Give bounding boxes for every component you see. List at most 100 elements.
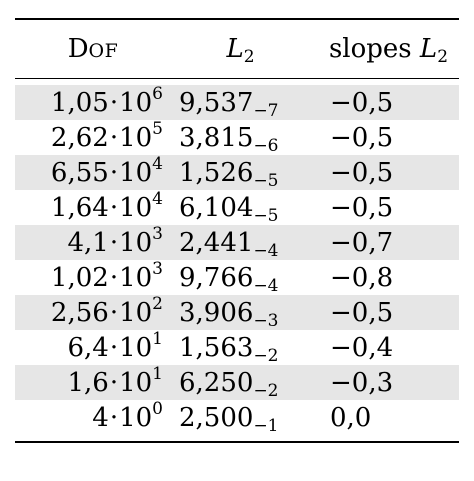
header-l2: L2 [163, 34, 318, 67]
header-rule [15, 78, 459, 79]
dof-exponent: 1 [152, 363, 163, 384]
dof-exponent: 4 [152, 188, 163, 209]
dof-base: 10 [119, 157, 153, 188]
dof-mantissa: 2,56 [50, 297, 109, 328]
table-row: 4·100 2,500−1 0,0 [15, 400, 459, 435]
results-table: DOF L2 slopes L2 1,05·106 9,537−7 −0,5 2,62… [15, 18, 459, 443]
times-dot: · [109, 87, 119, 118]
header-dof: DOF [15, 34, 163, 64]
cell-l2: 6,104−5 [163, 192, 318, 226]
cell-dof: 2,56·102 [15, 295, 163, 328]
dof-exponent: 1 [152, 328, 163, 349]
cell-l2: 3,815−6 [163, 122, 318, 156]
cell-l2: 6,250−2 [163, 367, 318, 401]
dof-base: 10 [119, 367, 153, 398]
table-row: 1,6·101 6,250−2 −0,3 [15, 365, 459, 400]
cell-slope: −0,3 [330, 367, 394, 398]
cell-slope: −0,5 [330, 297, 394, 328]
times-dot: · [109, 227, 119, 258]
l2-exponent: −5 [253, 205, 279, 226]
cell-l2: 2,500−1 [163, 402, 318, 436]
l2-mantissa: 6,104 [179, 192, 254, 223]
l2-exponent: −2 [253, 380, 279, 401]
times-dot: · [109, 192, 119, 223]
times-dot: · [109, 402, 119, 433]
cell-l2: 1,526−5 [163, 157, 318, 191]
dof-mantissa: 4 [92, 402, 109, 433]
l2-exponent: −7 [253, 100, 279, 121]
dof-exponent: 6 [152, 83, 163, 104]
dof-base: 10 [119, 227, 153, 258]
times-dot: · [109, 297, 119, 328]
table-row: 6,4·101 1,563−2 −0,4 [15, 330, 459, 365]
dof-base: 10 [119, 87, 153, 118]
cell-slope: −0,8 [330, 262, 394, 293]
dof-base: 10 [119, 402, 153, 433]
cell-l2: 3,906−3 [163, 297, 318, 331]
l2-exponent: −2 [253, 345, 279, 366]
l2-exponent: −3 [253, 310, 279, 331]
header-slopes-text: slopes [328, 34, 412, 64]
l2-exponent: −1 [253, 415, 279, 436]
cell-dof: 1,64·104 [15, 190, 163, 223]
table-body: 1,05·106 9,537−7 −0,5 2,62·105 3,815−6 −0,5 6,… [15, 79, 459, 441]
l2-exponent: −4 [253, 275, 279, 296]
dof-exponent: 3 [152, 258, 163, 279]
top-rule [15, 18, 459, 20]
cell-slope: −0,5 [330, 157, 394, 188]
cell-dof: 6,4·101 [15, 330, 163, 363]
l2-mantissa: 3,906 [179, 297, 254, 328]
cell-l2: 1,563−2 [163, 332, 318, 366]
l2-mantissa: 2,500 [179, 402, 254, 433]
cell-l2: 9,537−7 [163, 88, 318, 121]
cell-slope: −0,4 [330, 332, 394, 363]
dof-mantissa: 1,64 [50, 192, 109, 223]
dof-exponent: 3 [152, 223, 163, 244]
cell-slope: −0,5 [330, 192, 394, 223]
cell-dof: 4·100 [15, 400, 163, 433]
cell-slope: 0,0 [330, 402, 372, 433]
cell-l2: 9,766−4 [163, 263, 318, 296]
table-row: 4,1·103 2,441−4 −0,7 [15, 225, 459, 260]
header-slopes: slopes L2 [318, 34, 459, 67]
cell-dof: 1,02·103 [15, 260, 163, 293]
l2-mantissa: 3,815 [179, 122, 254, 153]
dof-base: 10 [119, 122, 153, 153]
dof-mantissa: 6,55 [50, 157, 109, 188]
l2-mantissa: 1,526 [179, 157, 254, 188]
table-row: 6,55·104 1,526−5 −0,5 [15, 155, 459, 190]
dof-mantissa: 1,02 [50, 262, 109, 293]
l2-mantissa: 6,250 [179, 367, 254, 398]
dof-exponent: 2 [152, 293, 163, 314]
table-row: 2,56·102 3,906−3 −0,5 [15, 295, 459, 330]
header-l2-letter: L [226, 34, 244, 64]
cell-dof: 4,1·103 [15, 225, 163, 258]
times-dot: · [109, 367, 119, 398]
times-dot: · [109, 262, 119, 293]
table-row: 2,62·105 3,815−6 −0,5 [15, 120, 459, 155]
l2-mantissa: 2,441 [179, 227, 254, 258]
l2-exponent: −5 [253, 170, 279, 191]
dof-exponent: 5 [152, 118, 163, 139]
cell-slope: −0,7 [330, 227, 394, 258]
header-slopes-subscript: 2 [437, 47, 449, 67]
dof-exponent: 4 [152, 153, 163, 174]
l2-mantissa: 1,563 [179, 332, 254, 363]
dof-base: 10 [119, 262, 153, 293]
cell-slope: −0,5 [330, 122, 394, 153]
header-dof-rest: OF [88, 40, 119, 62]
dof-mantissa: 2,62 [50, 122, 109, 153]
dof-mantissa: 1,6 [67, 367, 109, 398]
dof-exponent: 0 [152, 398, 163, 419]
cell-dof: 1,6·101 [15, 365, 163, 398]
l2-exponent: −6 [253, 135, 279, 156]
cell-dof: 1,05·106 [15, 85, 163, 118]
table-header: DOF L2 slopes L2 [15, 20, 459, 78]
header-dof-initial: D [67, 34, 89, 64]
table-row: 1,02·103 9,766−4 −0,8 [15, 260, 459, 295]
bottom-rule [15, 441, 459, 443]
header-l2-subscript: 2 [243, 47, 255, 67]
times-dot: · [109, 332, 119, 363]
cell-slope: −0,5 [330, 87, 394, 118]
table-row: 1,05·106 9,537−7 −0,5 [15, 85, 459, 120]
